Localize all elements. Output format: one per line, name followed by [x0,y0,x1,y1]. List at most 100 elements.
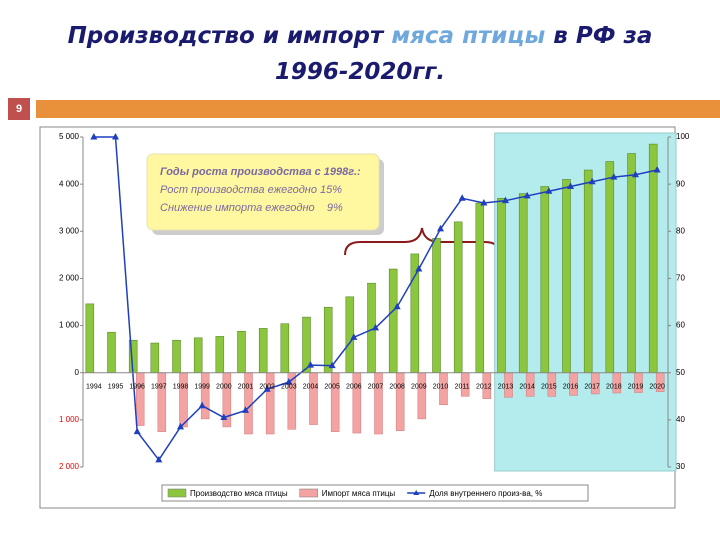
bar [309,372,318,425]
x-tick-label: 2006 [346,384,362,391]
bar [395,372,405,431]
y-tick-label: 3 000 [59,226,80,235]
bar [374,372,383,435]
bar [605,161,615,373]
bar [627,153,636,373]
x-tick-label: 1994 [86,384,102,391]
legend-label: Импорт мяса птицы [322,489,396,498]
header-bar [36,100,720,118]
bar [150,342,160,373]
x-tick-label: 2013 [498,384,514,391]
line-marker [372,323,379,331]
x-tick-label: 1998 [173,384,189,391]
line-marker [523,191,531,199]
bar [540,186,550,373]
x-tick-label: 1995 [108,384,124,391]
y2-tick-label: 40 [676,415,685,424]
line-marker [458,194,466,201]
line-marker [415,265,423,272]
x-tick-label: 2014 [519,384,535,391]
x-tick-label: 2017 [584,384,600,391]
line-marker [567,182,574,189]
y2-tick-label: 60 [676,321,685,330]
y2-tick-label: 30 [676,462,685,471]
bar [244,372,253,435]
x-tick-label: 2019 [628,384,644,391]
legend-box [161,484,589,502]
title-part: 1996-2020гг. [274,59,446,85]
annotation-box [146,153,380,231]
line-marker [220,413,228,420]
line-marker [242,406,249,413]
x-tick-label: 2005 [324,384,340,391]
bar [648,143,658,373]
annotation-text: Годы роста производства с 1998г.: [160,166,361,178]
bar [265,372,275,435]
y-tick-label: 2 000 [59,274,80,283]
x-tick-label: 2002 [259,384,275,391]
y2-tick-label: 50 [676,368,685,377]
y-tick-label: 4 000 [59,179,80,188]
y-tick-label: 5 000 [59,132,80,141]
line-marker [133,427,141,435]
bar [85,303,95,373]
legend-label: Производство мяса птицы [190,489,288,498]
bar [172,339,181,373]
line-marker [263,385,271,392]
line-marker [632,170,639,178]
line-marker [90,133,98,140]
y-tick-label: 0 [75,368,80,377]
annotation-text: Снижение импорта ежегодно 9% [160,202,343,214]
title: Производство и импорт мяса птицы в РФ за… [0,18,720,90]
bar [497,198,506,373]
x-tick-label: 1999 [194,384,210,391]
bar [179,372,188,428]
bar [518,193,528,373]
bar [475,202,485,373]
line-marker [393,302,401,310]
bar [193,337,203,373]
x-tick-label: 2003 [281,384,297,391]
line-marker [177,422,184,430]
annotation-text: Рост производства ежегодно 15% [160,184,342,196]
bar [215,336,225,373]
bar [352,372,362,434]
x-tick-label: 2016 [563,384,579,391]
x-tick-label: 2015 [541,384,557,391]
title-highlight: мяса птицы [391,23,546,49]
line-marker [653,166,661,173]
bar [330,372,340,432]
y2-tick-label: 100 [676,132,690,141]
x-tick-label: 2012 [476,384,492,391]
legend-swatch [299,488,318,498]
line-marker [155,455,163,463]
page-number: 9 [16,103,22,115]
line-marker [437,224,444,232]
x-tick-label: 2004 [303,384,319,391]
x-tick-label: 2001 [238,384,254,391]
x-tick-label: 2020 [649,384,665,391]
bar [345,296,355,373]
line-marker [480,199,488,206]
bar [157,372,167,432]
line-marker [198,401,206,409]
legend-label: Доля внутреннего произ-ва, % [429,489,542,498]
legend-swatch [167,488,187,498]
y2-tick-label: 70 [676,274,685,283]
line-marker [285,378,293,385]
bar [323,306,333,373]
line-marker [350,333,358,340]
x-tick-label: 2000 [216,384,232,391]
bar [562,179,571,373]
bar [388,268,398,373]
x-tick-label: 2008 [389,384,405,391]
y-tick-label: 2 000 [59,462,80,471]
x-tick-label: 2018 [606,384,622,391]
title-part: в РФ за [553,23,653,49]
y2-tick-label: 80 [676,226,685,235]
bar [432,238,441,373]
x-tick-label: 1996 [129,384,145,391]
x-tick-label: 2010 [433,384,449,391]
x-tick-label: 1997 [151,384,167,391]
